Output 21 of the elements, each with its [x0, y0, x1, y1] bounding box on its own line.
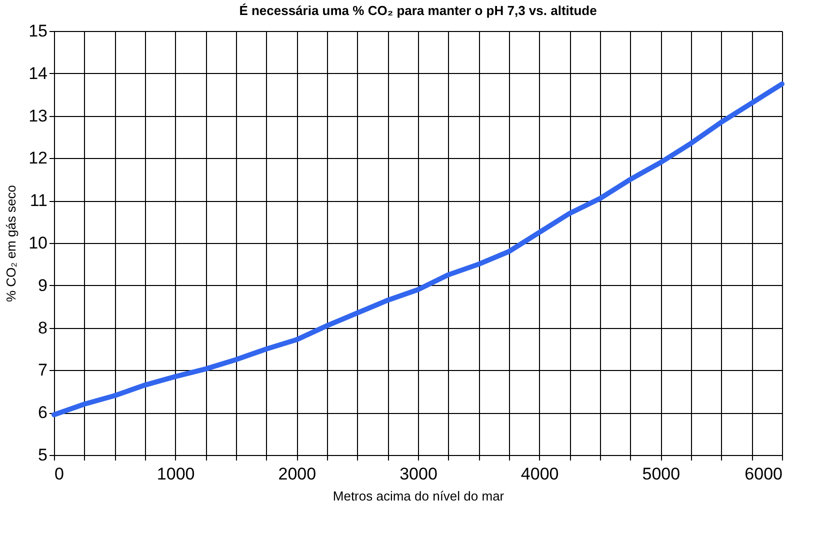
- y-tick-label: 12: [28, 148, 48, 168]
- y-tick-label: 5: [38, 446, 48, 464]
- y-tick-label: 15: [28, 22, 48, 40]
- y-tick-label: 13: [28, 106, 48, 126]
- x-tick-label: 2000: [278, 464, 316, 484]
- x-tick-label: 5000: [642, 464, 680, 484]
- chart-title: É necessária uma % CO₂ para manter o pH 7,3 vs. altitude: [239, 3, 597, 18]
- y-tick-label: 7: [38, 360, 48, 380]
- x-axis-title: Metros acima do nível do mar: [332, 488, 505, 504]
- y-axis-title: % CO₂ em gás seco: [4, 184, 19, 302]
- x-tick-label: 4000: [520, 464, 559, 484]
- x-tick-label: 3000: [400, 464, 438, 484]
- x-tick-label: 0: [54, 464, 64, 484]
- y-tick-label: 9: [38, 276, 48, 295]
- x-tick-label: 6000: [744, 464, 782, 484]
- y-tick-label: 14: [28, 64, 48, 83]
- y-tick-label: 10: [28, 234, 48, 252]
- x-tick-label: 1000: [156, 464, 195, 484]
- y-tick-label: 6: [38, 403, 48, 422]
- y-tick-label: 8: [38, 318, 48, 338]
- y-tick-label: 11: [30, 191, 48, 210]
